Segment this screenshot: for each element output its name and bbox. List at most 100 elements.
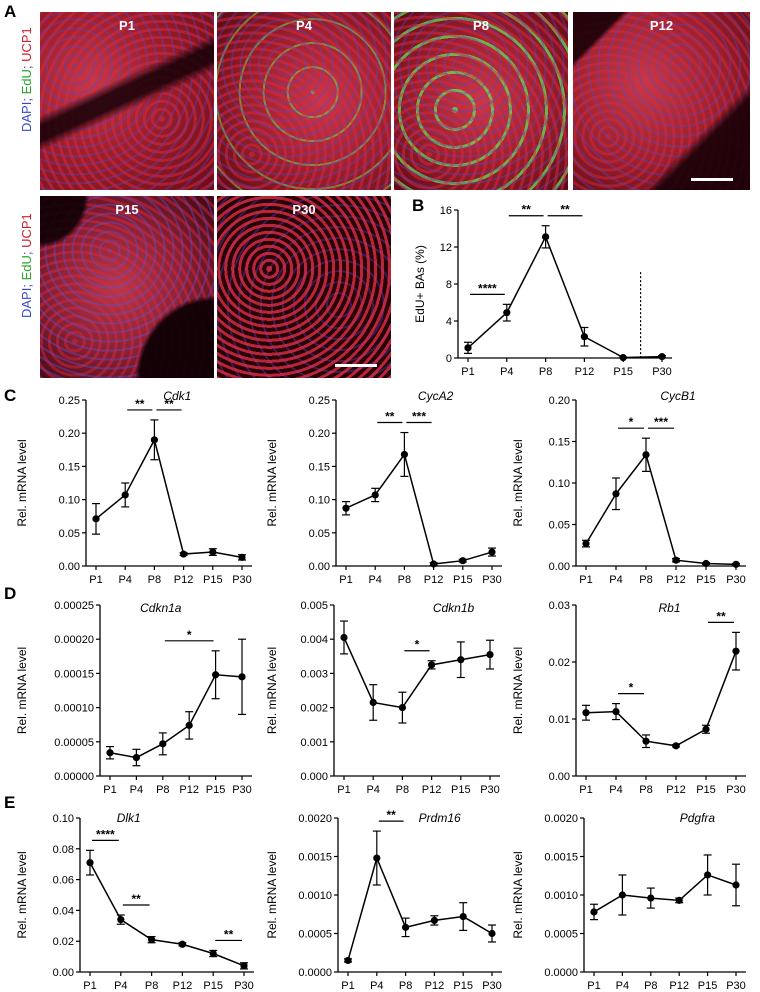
- y-tick-label: 0.0010: [544, 890, 578, 902]
- x-tick-label: P12: [575, 366, 595, 378]
- x-tick-label: P30: [726, 784, 746, 796]
- data-point: [180, 550, 188, 558]
- data-point: [459, 912, 467, 921]
- y-tick-label: 0.00025: [54, 600, 94, 612]
- significance-label: **: [560, 203, 570, 217]
- stain-dapi: DAPI: [19, 287, 34, 318]
- significance-label: ****: [478, 281, 497, 295]
- stain-label-row1: DAPI; EdU; UCP1: [19, 27, 34, 132]
- y-tick-label: 0.05: [549, 520, 570, 532]
- data-point: [486, 650, 494, 659]
- x-tick-label: P4: [609, 574, 622, 586]
- x-tick-label: P8: [644, 980, 657, 992]
- significance-label: **: [716, 609, 726, 623]
- micrograph-label: P12: [649, 18, 674, 33]
- series-line: [345, 452, 493, 565]
- data-point: [503, 309, 511, 317]
- x-tick-label: P30: [234, 980, 254, 992]
- chart-cdkn1a: 0.00000 0.00005 0.00010 0.00015 0.00020 0.000…: [15, 600, 252, 796]
- x-tick-label: P8: [148, 574, 161, 586]
- stain-label-row2: DAPI; EdU; UCP1: [19, 213, 34, 318]
- y-tick-label: 0.10: [549, 478, 570, 490]
- y-tick-label: 0.10: [59, 495, 80, 507]
- y-tick-label: 0.03: [549, 600, 570, 612]
- data-point: [612, 707, 620, 716]
- chart-title: Cdk1: [163, 389, 191, 403]
- stain-edu: EdU: [19, 69, 34, 95]
- y-axis-label: Rel. mRNA level: [15, 851, 29, 938]
- data-point: [86, 859, 94, 867]
- stain-sep: ;: [19, 280, 34, 288]
- x-tick-label: P15: [203, 980, 223, 992]
- data-point: [238, 673, 246, 681]
- x-tick-label: P12: [174, 574, 194, 586]
- data-point: [238, 553, 246, 561]
- x-tick-label: P30: [652, 366, 672, 378]
- x-tick-label: P15: [206, 784, 226, 796]
- stain-ucp1: UCP1: [19, 213, 34, 248]
- x-tick-label: P8: [639, 574, 652, 586]
- data-point: [672, 556, 680, 564]
- significance-label: *: [629, 681, 634, 695]
- y-tick-label: 0.0015: [298, 852, 332, 864]
- x-tick-label: P12: [179, 784, 199, 796]
- x-tick-label: P4: [118, 574, 131, 586]
- x-tick-label: P12: [669, 980, 689, 992]
- data-point: [582, 539, 590, 548]
- data-point: [342, 504, 350, 512]
- data-point: [148, 936, 156, 944]
- x-tick-label: P30: [726, 980, 746, 992]
- series-line: [593, 874, 737, 913]
- data-point: [212, 671, 220, 679]
- stain-edu: EdU: [19, 255, 34, 281]
- x-tick-label: P12: [424, 574, 444, 586]
- y-tick-label: 0.000: [300, 771, 328, 783]
- y-tick-label: 0.00: [549, 561, 570, 573]
- micrograph-label: P30: [292, 202, 316, 217]
- x-tick-label: P1: [89, 574, 102, 586]
- data-point: [732, 560, 740, 568]
- y-tick-label: 0.00005: [54, 737, 94, 749]
- y-tick-label: 0.10: [53, 813, 74, 825]
- chart-title: CycA2: [418, 389, 454, 403]
- micrograph-texture: [394, 12, 568, 190]
- y-axis-label: Rel. mRNA level: [265, 851, 279, 938]
- series-line: [347, 855, 493, 961]
- series-line: [109, 673, 243, 759]
- data-point: [240, 962, 248, 970]
- chart-title: Prdm16: [419, 811, 461, 825]
- y-tick-label: 8: [446, 279, 452, 291]
- data-point: [430, 916, 438, 925]
- data-point: [132, 753, 140, 762]
- x-tick-label: P8: [145, 980, 158, 992]
- stain-sep: ;: [19, 247, 34, 256]
- data-point: [106, 749, 114, 757]
- y-tick-label: 0.003: [300, 668, 328, 680]
- data-point: [647, 894, 655, 902]
- x-tick-label: P1: [83, 980, 96, 992]
- x-tick-label: P1: [337, 784, 350, 796]
- chart-prdm16: 0.0000 0.0005 0.0010 0.0015 0.0020 P1 P4 P8 P12 P…: [265, 808, 502, 992]
- x-tick-label: P15: [203, 574, 223, 586]
- x-tick-label: P12: [173, 980, 193, 992]
- y-tick-label: 0.10: [309, 495, 330, 507]
- data-point: [92, 515, 100, 523]
- panel-letter-e: E: [4, 793, 16, 812]
- data-point: [464, 344, 472, 352]
- y-tick-label: 0.0020: [544, 813, 578, 825]
- chart-title: Cdkn1a: [140, 601, 182, 615]
- data-point: [675, 896, 683, 904]
- y-tick-label: 0.002: [300, 703, 328, 715]
- series-line: [585, 650, 737, 747]
- chart-cyca2: 0.00 0.05 0.10 0.15 0.20 0.25 P1 P4 P8 P12 P15 P30 R…: [265, 389, 502, 586]
- chart-title: CycB1: [660, 389, 695, 403]
- significance-label: **: [522, 203, 532, 217]
- micrograph-texture: [217, 12, 391, 190]
- data-point: [428, 661, 436, 669]
- data-point: [150, 436, 158, 444]
- data-point: [542, 233, 550, 241]
- data-point: [732, 647, 740, 655]
- data-point: [488, 548, 496, 556]
- y-tick-label: 12: [440, 242, 452, 254]
- chart-title: Pdgfra: [680, 811, 716, 825]
